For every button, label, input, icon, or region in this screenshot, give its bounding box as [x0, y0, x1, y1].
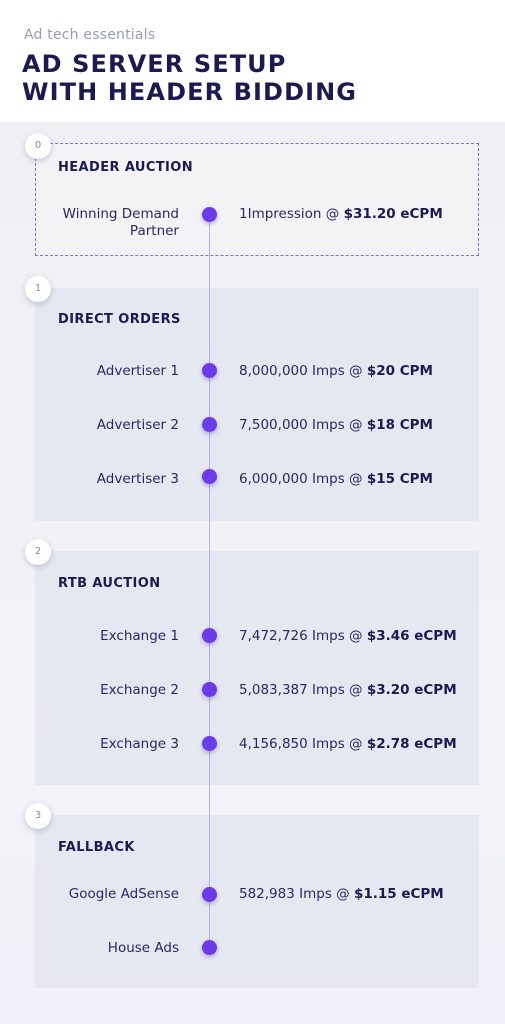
row-value-price: $20 CPM	[366, 363, 433, 379]
step-badge-2: 2	[25, 539, 51, 565]
row-value-prefix: 7,500,000 Imps @	[239, 417, 367, 433]
row-value-price: $3.20 eCPM	[366, 682, 457, 698]
row-label-exchange-2: Exchange 2	[100, 682, 179, 698]
row-value-exchange-3: 4,156,850 Imps @ $2.78 eCPM	[239, 736, 457, 752]
section-title-fallback: FALLBACK	[58, 840, 135, 855]
row-value-price: $15 CPM	[366, 471, 433, 487]
row-value-price: $3.46 eCPM	[366, 628, 457, 644]
row-label-line-2: Partner	[129, 223, 179, 239]
row-value-winning-demand-partner: 1Impression @ $31.20 eCPM	[239, 206, 443, 222]
kicker-text: Ad tech essentials	[24, 27, 156, 43]
timeline-line	[209, 214, 210, 948]
row-value-google-adsense: 582,983 Imps @ $1.15 eCPM	[239, 886, 444, 902]
row-value-price: $18 CPM	[366, 417, 433, 433]
timeline-dot	[202, 887, 217, 902]
row-value-price: $2.78 eCPM	[366, 736, 457, 752]
row-value-advertiser-1: 8,000,000 Imps @ $20 CPM	[239, 363, 433, 379]
row-value-exchange-2: 5,083,387 Imps @ $3.20 eCPM	[239, 682, 457, 698]
page-title: AD SERVER SETUP WITH HEADER BIDDING	[22, 50, 357, 106]
row-value-exchange-1: 7,472,726 Imps @ $3.46 eCPM	[239, 628, 457, 644]
header: Ad tech essentials AD SERVER SETUP WITH …	[0, 0, 505, 122]
row-value-advertiser-3: 6,000,000 Imps @ $15 CPM	[239, 471, 433, 487]
step-badge-3: 3	[25, 803, 51, 829]
section-direct-orders	[35, 288, 479, 521]
step-badge-0: 0	[25, 133, 51, 159]
timeline-dot	[202, 682, 217, 697]
row-value-prefix: 7,472,726 Imps @	[239, 628, 367, 644]
section-title-header-auction: HEADER AUCTION	[58, 160, 194, 175]
row-label-google-adsense: Google AdSense	[68, 886, 179, 902]
timeline-dot	[202, 207, 217, 222]
row-value-prefix: 582,983 Imps @	[239, 886, 354, 902]
page-title-line-1: AD SERVER SETUP	[22, 50, 287, 78]
row-value-price: $31.20 eCPM	[343, 206, 443, 222]
timeline-dot	[202, 736, 217, 751]
row-label-advertiser-3: Advertiser 3	[96, 471, 179, 487]
section-header-auction	[35, 143, 479, 256]
timeline-dot	[202, 940, 217, 955]
timeline-dot	[202, 417, 217, 432]
row-label-exchange-3: Exchange 3	[100, 736, 179, 752]
page-title-line-2: WITH HEADER BIDDING	[22, 78, 358, 106]
row-label-line-1: Winning Demand	[62, 206, 179, 222]
row-value-prefix: 4,156,850 Imps @	[239, 736, 367, 752]
row-value-prefix: 6,000,000 Imps @	[239, 471, 367, 487]
row-label-advertiser-1: Advertiser 1	[96, 363, 179, 379]
timeline-dot	[202, 469, 217, 484]
row-value-prefix: 1Impression @	[239, 206, 344, 222]
section-rtb-auction	[35, 551, 479, 785]
section-fallback	[35, 815, 479, 988]
step-badge-1: 1	[25, 276, 51, 302]
row-label-house-ads: House Ads	[107, 940, 179, 956]
timeline-dot	[202, 628, 217, 643]
row-value-prefix: 5,083,387 Imps @	[239, 682, 367, 698]
row-value-prefix: 8,000,000 Imps @	[239, 363, 367, 379]
row-label-advertiser-2: Advertiser 2	[96, 417, 179, 433]
row-value-price: $1.15 eCPM	[353, 886, 444, 902]
row-label-winning-demand-partner: Winning Demand Partner	[63, 206, 179, 240]
row-label-exchange-1: Exchange 1	[100, 628, 179, 644]
section-title-direct-orders: DIRECT ORDERS	[58, 312, 181, 327]
timeline-dot	[202, 363, 217, 378]
row-value-advertiser-2: 7,500,000 Imps @ $18 CPM	[239, 417, 433, 433]
section-title-rtb-auction: RTB AUCTION	[58, 576, 161, 591]
